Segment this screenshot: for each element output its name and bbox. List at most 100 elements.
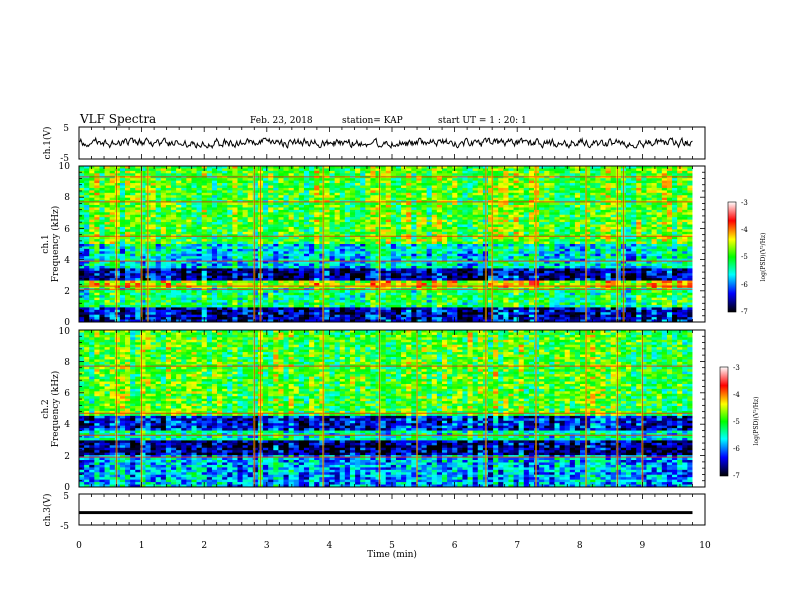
spectrogram-cell	[150, 256, 157, 260]
spectrogram-cell	[636, 202, 642, 206]
spectrogram-cell	[605, 173, 612, 177]
spectrogram-cell	[191, 248, 197, 252]
spectrogram-cell	[518, 202, 525, 206]
spectrogram-cell	[672, 202, 678, 206]
spectrogram-cell	[447, 246, 453, 250]
spectrogram-cell	[646, 241, 652, 245]
spectrogram-cell	[523, 180, 530, 184]
spectrogram-cell	[309, 195, 315, 199]
spectrogram-cell	[211, 244, 218, 247]
spectrogram-cell	[293, 205, 300, 208]
spectrogram-cell	[580, 190, 586, 194]
spectrogram-cell	[421, 166, 428, 169]
spectrogram-cell	[370, 256, 376, 260]
spectrogram-cell	[293, 263, 300, 267]
spectrogram-cell	[452, 195, 458, 199]
spectrogram-cell	[171, 217, 177, 221]
spectrogram-cell	[314, 231, 320, 235]
spectrogram-cell	[365, 197, 371, 201]
spectrogram-cell	[641, 212, 647, 216]
spectrogram-cell	[401, 222, 407, 225]
spectrogram-cell	[309, 251, 315, 255]
spectrogram-cell	[503, 256, 509, 260]
spectrogram-cell	[431, 222, 438, 225]
spectrogram-cell	[211, 256, 218, 260]
spectrogram-cell	[165, 192, 172, 196]
spectrogram-cell	[84, 207, 90, 211]
spectrogram-cell	[661, 241, 668, 245]
spectrogram-cell	[595, 185, 601, 189]
spectrogram-cell	[84, 263, 90, 267]
spectrogram-cell	[385, 244, 392, 247]
spectrogram-cell	[247, 183, 254, 186]
spectrogram-cell	[431, 209, 438, 213]
spectrogram-cell	[349, 219, 356, 223]
spectrogram-cell	[206, 244, 213, 247]
spectrogram-cell	[610, 197, 617, 201]
spectrogram-cell	[436, 192, 443, 196]
spectrogram-cell	[119, 236, 126, 240]
spectrogram-cell	[539, 197, 545, 201]
spectrogram-cell	[283, 185, 289, 189]
spectrogram-cell	[298, 180, 305, 184]
spectrogram-cell	[119, 166, 126, 169]
spectrogram-cell	[436, 207, 443, 211]
spectrogram-cell	[155, 261, 162, 264]
spectrogram-cell	[421, 258, 428, 262]
spectrogram-cell	[605, 183, 612, 186]
spectrogram-cell	[365, 180, 371, 184]
spectrogram-cell	[247, 231, 254, 235]
spectrogram-cell	[324, 253, 330, 257]
spectrogram-cell	[84, 209, 90, 213]
spectrogram-cell	[309, 229, 315, 233]
spectrogram-cell	[79, 251, 85, 255]
spectrogram-cell	[380, 219, 387, 223]
spectrogram-cell	[360, 217, 366, 221]
spectrogram-cell	[528, 187, 535, 191]
spectrogram-cell	[656, 214, 663, 218]
spectrogram-cell	[247, 180, 254, 184]
spectrogram-cell	[421, 222, 428, 225]
spectrogram-cell	[186, 183, 192, 186]
spectrogram-cell	[682, 195, 688, 199]
spectrogram-cell	[487, 168, 494, 172]
spectrogram-cell	[283, 214, 289, 218]
spectrogram-cell	[477, 251, 484, 255]
spectrogram-cell	[477, 244, 484, 247]
spectrogram-cell	[661, 219, 668, 223]
spectrogram-cell	[339, 214, 346, 218]
spectrogram-cell	[518, 256, 525, 260]
spectrogram-cell	[298, 231, 305, 235]
spectrogram-cell	[677, 234, 683, 238]
spectrogram-cell	[441, 234, 448, 238]
spectrogram-cell	[288, 185, 295, 189]
spectrogram-cell	[293, 258, 300, 262]
spectrogram-cell	[666, 180, 673, 184]
spectrogram-cell	[406, 187, 412, 191]
spectrogram-cell	[508, 248, 514, 252]
spectrogram-cell	[222, 246, 228, 250]
spectrogram-cell	[477, 212, 484, 216]
spectrogram-cell	[457, 224, 463, 228]
spectrogram-cell	[477, 195, 484, 199]
spectrogram-cell	[309, 256, 315, 260]
spectrogram-cell	[109, 187, 116, 191]
spectrogram-cell	[626, 209, 632, 213]
spectrogram-cell	[349, 207, 356, 211]
spectrogram-cell	[564, 173, 571, 177]
spectrogram-cell	[666, 190, 673, 194]
spectrogram-cell	[661, 226, 668, 230]
spectrogram-cell	[160, 241, 167, 245]
spectrogram-cell	[181, 253, 187, 257]
spectrogram-cell	[344, 195, 351, 199]
spectrogram-cell	[278, 244, 284, 247]
spectrogram-cell	[513, 214, 520, 218]
spectrogram-cell	[165, 212, 172, 216]
spectrogram-cell	[263, 244, 269, 247]
spectrogram-cell	[477, 239, 484, 242]
spectrogram-cell	[288, 168, 295, 172]
spectrogram-cell	[263, 229, 269, 233]
spectrogram-cell	[89, 244, 95, 247]
spectrogram-cell	[462, 192, 468, 196]
spectrogram-cell	[503, 229, 509, 233]
